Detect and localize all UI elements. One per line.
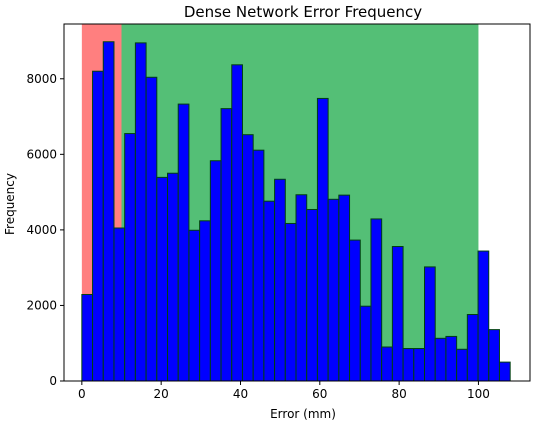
histogram-bar (231, 64, 243, 382)
histogram-bar (402, 348, 415, 382)
histogram-bars (81, 41, 511, 382)
y-tick-label: 4000 (26, 223, 57, 237)
histogram-bar (466, 314, 479, 382)
histogram-bar (81, 293, 94, 382)
histogram-bar (295, 194, 308, 382)
histogram-bar (263, 200, 276, 382)
histogram-bar (381, 346, 393, 382)
x-tick-label: 60 (312, 387, 327, 401)
y-tick-label: 0 (49, 374, 57, 388)
histogram-bar (359, 305, 372, 382)
histogram-bar (92, 70, 104, 382)
histogram-bar (456, 348, 468, 382)
histogram-bar (327, 198, 340, 382)
histogram-bar (391, 246, 404, 382)
histogram-bar (220, 108, 233, 382)
histogram-bar (488, 329, 500, 382)
histogram-bar (188, 229, 201, 382)
histogram-bar (274, 178, 286, 382)
histogram-bar (498, 361, 511, 382)
histogram-bar (284, 222, 297, 382)
y-tick-label: 2000 (26, 298, 57, 312)
x-tick-label: 20 (154, 387, 169, 401)
histogram-bar (306, 208, 318, 382)
histogram-bar (252, 149, 265, 382)
histogram-bar (134, 42, 147, 382)
histogram-bar (349, 239, 361, 382)
chart-title: Dense Network Error Frequency (184, 3, 422, 21)
histogram-bar (177, 103, 190, 382)
histogram-bar (424, 266, 436, 382)
histogram-bar (477, 250, 490, 382)
histogram-bar (434, 337, 447, 382)
histogram-bar (199, 220, 211, 382)
histogram-bar (167, 172, 179, 382)
histogram-bar (209, 160, 222, 382)
histogram-bar (316, 97, 329, 382)
axes: 0 20 40 60 80 100 0 2000 4000 6000 8000 (26, 23, 531, 401)
histogram-bar (413, 348, 426, 382)
x-tick-label: 40 (233, 387, 248, 401)
y-axis-label: Frequency (3, 173, 17, 235)
histogram-bar (124, 133, 136, 382)
histogram-bar (370, 218, 383, 382)
histogram-bar (338, 194, 351, 382)
x-axis-label: Error (mm) (270, 407, 336, 421)
histogram-bar (102, 41, 115, 382)
x-tick-label: 100 (467, 387, 490, 401)
histogram-bar (156, 176, 169, 382)
x-tick-label: 80 (391, 387, 406, 401)
plot-frame (63, 23, 531, 382)
histogram-bar (145, 76, 158, 382)
histogram-bar (241, 134, 254, 382)
histogram-bar (445, 335, 458, 382)
y-tick-label: 6000 (26, 147, 57, 161)
y-tick-label: 8000 (26, 72, 57, 86)
x-tick-label: 0 (78, 387, 86, 401)
histogram-bar (113, 227, 126, 382)
